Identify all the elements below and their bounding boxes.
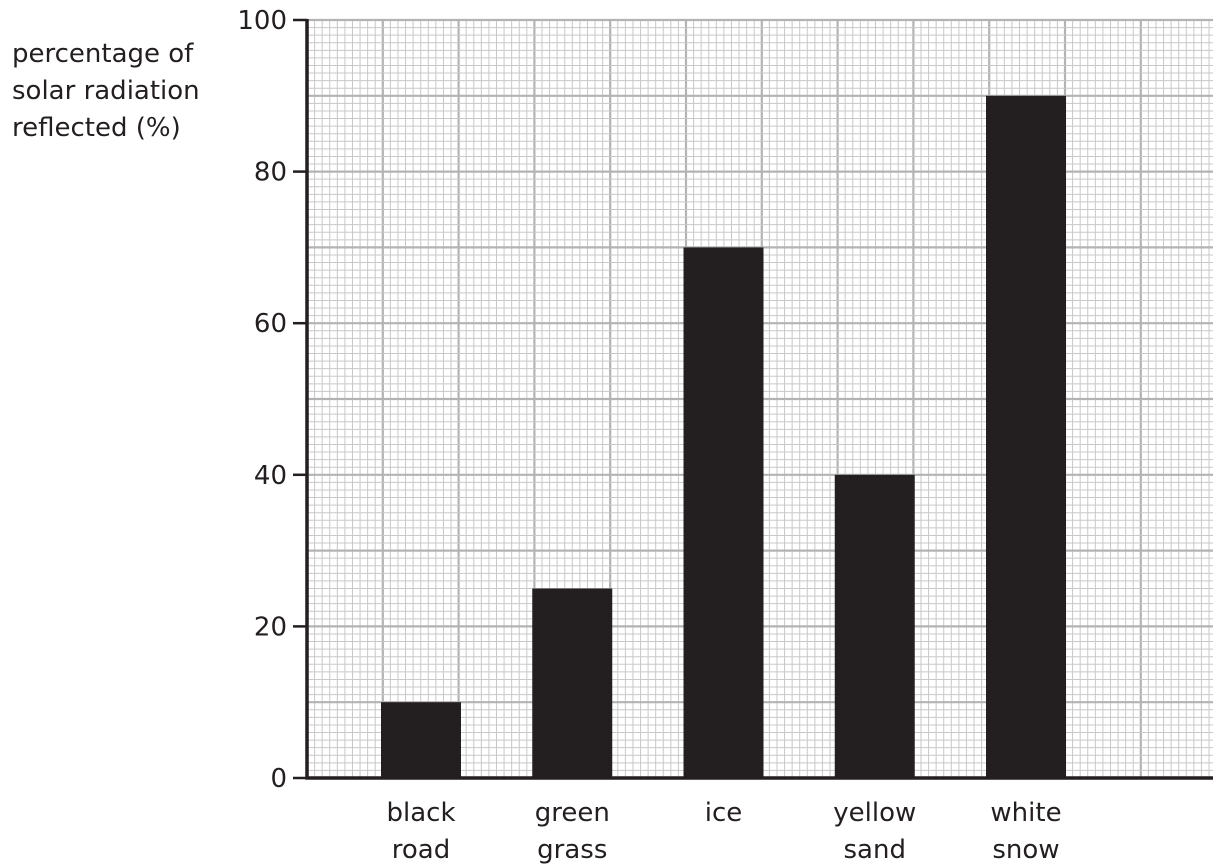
bar-white-snow [986,95,1066,779]
y-tick-labels: 0 20 40 60 80 100 [237,6,287,794]
y-tick-label: 0 [270,764,287,794]
bar-black-road [381,702,461,778]
chart-bars [381,95,1066,779]
y-tick-label: 80 [254,158,287,188]
bar-ice [683,247,764,778]
x-category-label: green grass [535,798,610,865]
y-tick-label: 100 [237,6,287,36]
y-axis-label: percentage of solar radiation reflected (%… [12,39,200,143]
x-category-label: ice [705,798,743,828]
y-tick-label: 40 [254,461,287,491]
x-category-labels: black road green grass ice yellow sand white sno… [386,798,1061,865]
y-tick-label: 60 [254,309,287,339]
x-category-label: white snow [990,798,1061,865]
bar-yellow-sand [834,474,915,778]
y-tick-label: 20 [254,612,287,642]
chart-axes [293,18,1213,780]
x-category-label: yellow sand [833,798,916,865]
bar-green-grass [532,588,613,778]
x-category-label: black road [386,798,455,865]
